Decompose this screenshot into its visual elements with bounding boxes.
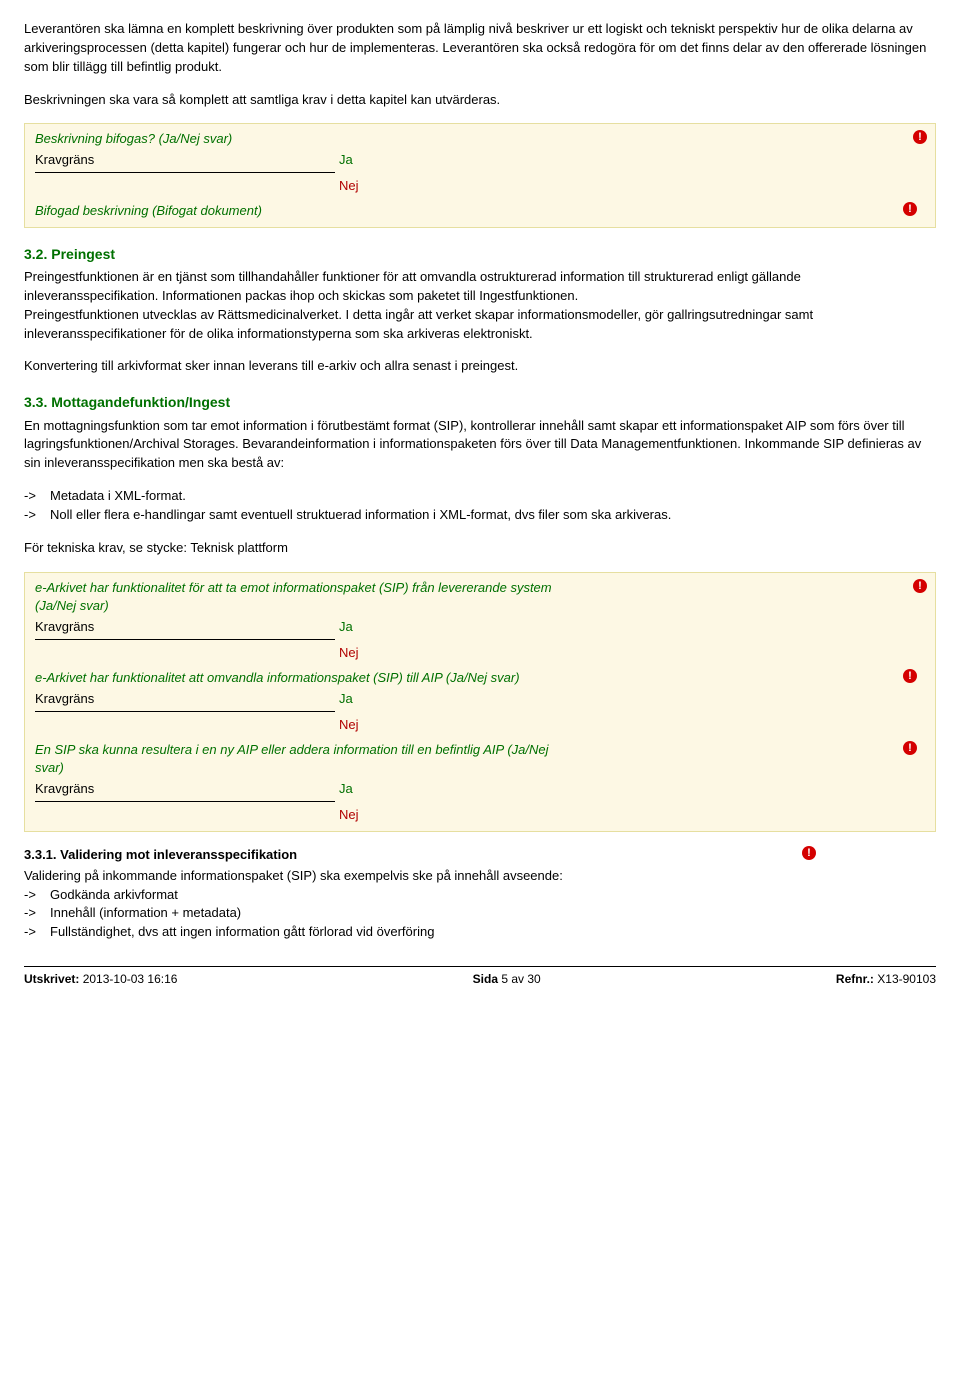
section-3-3-title: 3.3. Mottagandefunktion/Ingest xyxy=(24,392,936,412)
list-item-innehall-text: Innehåll (information + metadata) xyxy=(50,905,241,920)
question-beskrivning-bifogas: Beskrivning bifogas? (Ja/Nej svar) xyxy=(35,130,925,149)
answer-ja: Ja xyxy=(339,151,353,170)
footer-ref-value: X13-90103 xyxy=(877,972,936,986)
section-3-3-p1: En mottagningsfunktion som tar emot info… xyxy=(24,417,936,474)
alert-icon: ! xyxy=(802,846,816,860)
answer-nej: Nej xyxy=(339,806,925,825)
kravgrans-row: Kravgräns Ja xyxy=(35,690,925,712)
alert-icon: ! xyxy=(903,669,917,683)
footer-printed-value: 2013-10-03 16:16 xyxy=(83,972,178,986)
list-item-fullstandighet-text: Fullständighet, dvs att ingen informatio… xyxy=(50,924,434,939)
list-item-fullstandighet: ->Fullständighet, dvs att ingen informat… xyxy=(24,923,936,942)
intro-paragraph-1: Leverantören ska lämna en komplett beskr… xyxy=(24,20,936,77)
answer-ja: Ja xyxy=(339,780,353,799)
kravgrans-row: Kravgräns Ja xyxy=(35,151,925,173)
alert-icon: ! xyxy=(913,579,927,593)
answer-nej: Nej xyxy=(339,177,925,196)
list-item-metadata: ->Metadata i XML-format. xyxy=(24,487,936,506)
page-footer: Utskrivet: 2013-10-03 16:16 Sida 5 av 30… xyxy=(24,966,936,988)
attachment-label: Bifogad beskrivning (Bifogat dokument) ! xyxy=(35,202,925,221)
list-item-godkanda-text: Godkända arkivformat xyxy=(50,887,178,902)
footer-page: Sida 5 av 30 xyxy=(473,971,541,988)
question-earkiv-omvandla: e-Arkivet har funktionalitet att omvandl… xyxy=(35,669,555,688)
section-3-2-p2: Preingestfunktionen utvecklas av Rättsme… xyxy=(24,306,936,344)
question-earkiv-ta-emot: e-Arkivet har funktionalitet för att ta … xyxy=(35,579,555,617)
alert-icon: ! xyxy=(903,741,917,755)
kravgrans-label: Kravgräns xyxy=(35,690,335,712)
kravgrans-label: Kravgräns xyxy=(35,618,335,640)
footer-page-value: 5 av 30 xyxy=(501,972,540,986)
section-3-2-title: 3.2. Preingest xyxy=(24,244,936,264)
list-item-godkanda: ->Godkända arkivformat xyxy=(24,886,936,905)
list-item-innehall: ->Innehåll (information + metadata) xyxy=(24,904,936,923)
kravgrans-row: Kravgräns Ja xyxy=(35,618,925,640)
section-3-3-1-title: 3.3.1. Validering mot inleveransspecifik… xyxy=(24,847,297,862)
requirement-box-1: ! Beskrivning bifogas? (Ja/Nej svar) Kra… xyxy=(24,123,936,227)
answer-ja: Ja xyxy=(339,618,353,637)
footer-printed: Utskrivet: 2013-10-03 16:16 xyxy=(24,971,177,988)
footer-ref: Refnr.: X13-90103 xyxy=(836,971,936,988)
answer-ja: Ja xyxy=(339,690,353,709)
list-item-metadata-text: Metadata i XML-format. xyxy=(50,488,186,503)
alert-icon: ! xyxy=(903,202,917,216)
answer-nej: Nej xyxy=(339,644,925,663)
section-3-3-1-row: 3.3.1. Validering mot inleveransspecifik… xyxy=(24,846,936,865)
answer-nej: Nej xyxy=(339,716,925,735)
section-3-2-p1: Preingestfunktionen är en tjänst som til… xyxy=(24,268,936,306)
footer-printed-label: Utskrivet: xyxy=(24,972,79,986)
kravgrans-label: Kravgräns xyxy=(35,780,335,802)
kravgrans-label: Kravgräns xyxy=(35,151,335,173)
list-item-ehandlingar-text: Noll eller flera e-handlingar samt event… xyxy=(50,507,671,522)
kravgrans-row: Kravgräns Ja xyxy=(35,780,925,802)
requirement-box-2: ! e-Arkivet har funktionalitet för att t… xyxy=(24,572,936,832)
footer-ref-label: Refnr.: xyxy=(836,972,874,986)
intro-paragraph-2: Beskrivningen ska vara så komplett att s… xyxy=(24,91,936,110)
list-item-ehandlingar: ->Noll eller flera e-handlingar samt eve… xyxy=(24,506,936,525)
attachment-text: Bifogad beskrivning (Bifogat dokument) xyxy=(35,203,262,218)
footer-page-label: Sida xyxy=(473,972,498,986)
question-sip-aip: En SIP ska kunna resultera i en ny AIP e… xyxy=(35,741,555,779)
section-3-2-p3: Konvertering till arkivformat sker innan… xyxy=(24,357,936,376)
section-3-3-1-p1: Validering på inkommande informationspak… xyxy=(24,867,936,886)
section-3-3-p2: För tekniska krav, se stycke: Teknisk pl… xyxy=(24,539,936,558)
